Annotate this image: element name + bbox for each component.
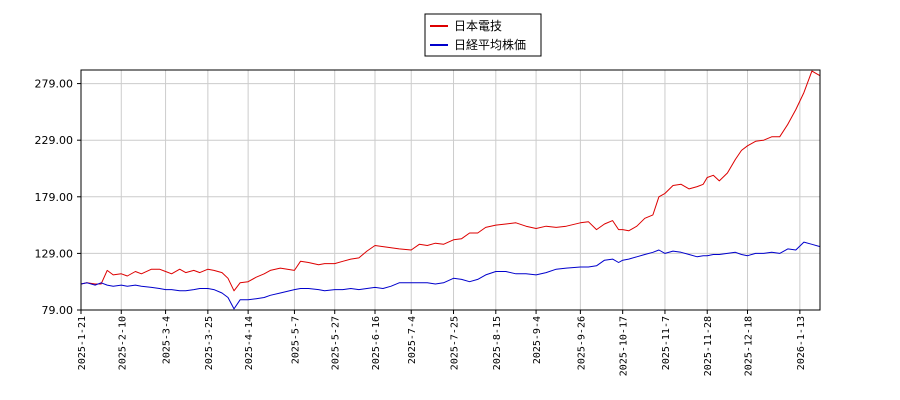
y-tick-label: 79.00 [42,304,74,317]
legend-label-series-2: 日経平均株価 [454,37,526,52]
x-tick-label: 2026-1-13 [796,316,807,370]
y-tick-label: 179.00 [35,191,74,204]
legend-label-series-1: 日本電技 [454,19,502,33]
x-tick-label: 2025-2-10 [117,316,128,370]
series-line-1 [80,70,821,292]
x-tick-label: 2025-3-25 [204,316,215,370]
series-line-2 [80,241,821,310]
y-tick-label: 129.00 [35,247,74,260]
x-tick-label: 2025-9-26 [576,316,587,370]
plot-border [80,69,821,311]
y-axis-ticks: 79.00 129.00 179.00 229.00 279.00 [35,78,81,317]
x-tick-label: 2025-4-14 [244,316,255,370]
x-tick-label: 2025-8-15 [492,316,503,370]
legend: 日本電技 日経平均株価 [424,13,542,57]
x-tick-label: 2025-5-27 [331,316,342,370]
x-tick-label: 2025-9-4 [532,316,543,364]
x-tick-label: 2025-3-4 [162,316,173,364]
x-tick-label: 2025-1-21 [77,316,88,370]
x-tick-label: 2025-7-4 [407,316,418,364]
y-tick-label: 229.00 [35,134,74,147]
x-tick-label: 2025-5-7 [290,316,301,364]
x-tick-label: 2025-11-7 [661,316,672,370]
x-tick-label: 2025-12-18 [744,316,755,376]
x-tick-label: 2025-7-25 [450,316,461,370]
grid-lines [80,70,820,311]
x-tick-label: 2025-6-16 [371,316,382,370]
x-tick-label: 2025-11-28 [703,316,714,376]
legend-box [424,13,542,57]
x-axis-ticks: 2025-1-21 2025-2-10 2025-3-4 2025-3-25 2025-… [77,310,807,376]
series-lines [80,70,821,310]
y-tick-label: 279.00 [35,78,74,91]
x-tick-label: 2025-10-17 [619,316,630,376]
